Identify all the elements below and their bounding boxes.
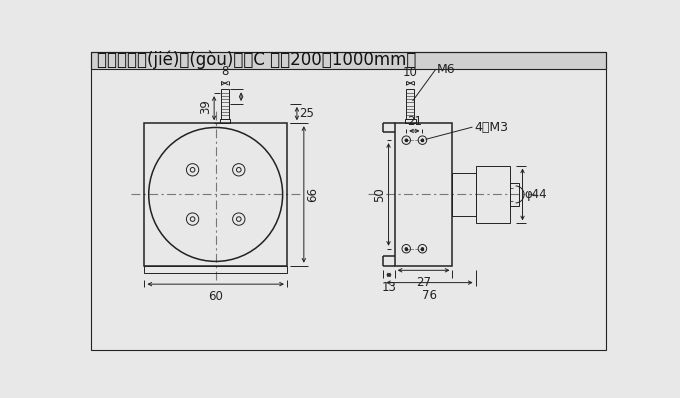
Text: 8: 8 [221,65,228,78]
Text: 25: 25 [299,107,314,120]
Text: M6: M6 [437,63,456,76]
Bar [510,183,520,206]
Text: 50: 50 [373,187,386,202]
Bar [144,266,287,273]
Bar [452,173,475,216]
Text: 21: 21 [407,115,422,128]
Text: 39: 39 [199,99,212,114]
Bar [407,89,414,119]
Bar [394,123,452,266]
Text: φ44: φ44 [525,188,547,201]
Bar [475,166,510,223]
Bar [90,52,607,68]
Text: 27: 27 [416,277,431,289]
Bar [221,89,228,119]
Bar [144,123,287,266]
Text: 66: 66 [306,187,319,202]
Text: 拉鋼索式結(jié)構(gòu)（小C 型：200－1000mm）: 拉鋼索式結(jié)構(gòu)（小C 型：200－1000mm） [97,51,416,69]
Text: 76: 76 [422,289,437,302]
Bar [405,119,415,123]
Text: 10: 10 [403,66,418,78]
Bar [220,119,231,123]
Text: 60: 60 [208,290,223,303]
Text: 13: 13 [381,281,396,294]
Text: 4－M3: 4－M3 [474,121,508,134]
